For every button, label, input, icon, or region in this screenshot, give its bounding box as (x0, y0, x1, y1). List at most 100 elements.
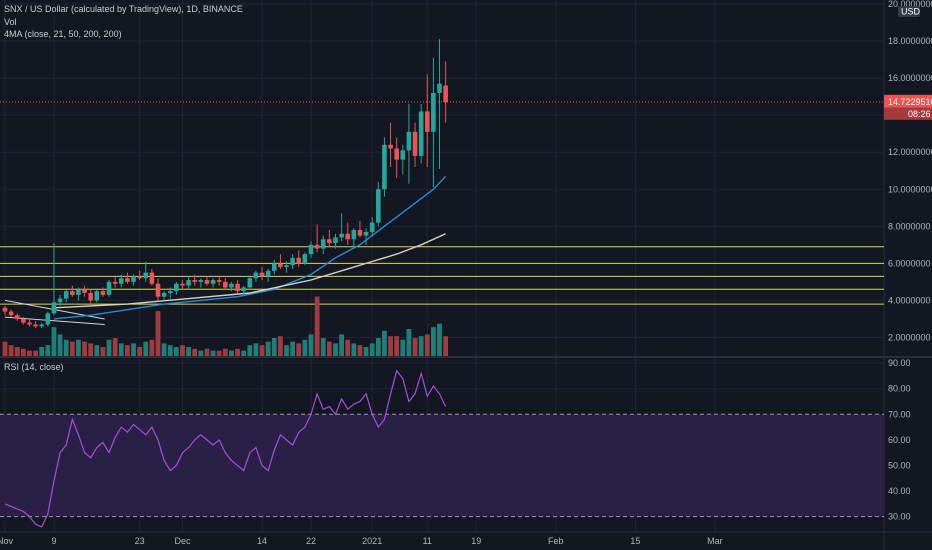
rsi-tick-label: 30.00 (888, 512, 911, 522)
volume-bar (357, 345, 363, 356)
volume-bar (155, 311, 161, 356)
volume-bar (33, 350, 38, 356)
volume-bar (63, 339, 69, 356)
candle-body (247, 278, 253, 288)
time-tick-label: 2021 (362, 536, 382, 546)
volume-legend[interactable]: Vol (4, 17, 21, 27)
price-tick-label: 20.0000000 (888, 0, 932, 9)
candle-body (198, 280, 204, 282)
rsi-legend[interactable]: RSI (14, close) (4, 362, 68, 372)
candle-body (241, 287, 246, 292)
rsi-tick-label: 60.00 (888, 435, 911, 445)
candle-body (369, 222, 375, 232)
ma-21-line (53, 175, 447, 320)
candle-body (253, 272, 259, 279)
volume-bar (259, 345, 265, 356)
candle-body (394, 148, 399, 160)
candle-body (180, 283, 185, 286)
candle-body (339, 233, 344, 238)
candle-body (2, 307, 8, 312)
volume-bar (326, 341, 332, 356)
rsi-label: RSI (14, close) (4, 362, 64, 372)
volume-bar (296, 343, 302, 356)
candle-body (210, 280, 216, 284)
volume-bar (394, 336, 400, 356)
volume-bar (39, 347, 45, 356)
volume-bar (143, 341, 149, 356)
candle-body (412, 131, 418, 156)
volume-bar (400, 339, 406, 356)
volume-bar (167, 345, 173, 356)
candle-body (143, 272, 149, 279)
volume-bar (308, 334, 314, 356)
volume-bar (20, 348, 26, 356)
volume-bar (69, 341, 75, 356)
candle-body (357, 230, 363, 236)
volume-bar (82, 341, 87, 356)
time-axis[interactable]: Nov 9 23 Dec 14 22 2021 11 19 Feb 15 Mar (0, 536, 723, 546)
candle-body (149, 272, 155, 284)
volume-bar (302, 339, 308, 356)
volume-bar (406, 329, 412, 356)
volume-bar (198, 350, 204, 356)
volume-bar (149, 339, 155, 356)
candle-body (229, 283, 234, 288)
candle-body (155, 283, 161, 297)
candle-body (204, 280, 210, 284)
price-axis[interactable]: 20.000000018.000000016.000000014.0000000… (884, 0, 932, 522)
candle-body (296, 257, 302, 264)
candle-body (431, 92, 436, 132)
time-tick-label: 11 (423, 536, 432, 546)
candle-body (112, 281, 118, 284)
volume-bar (51, 327, 57, 356)
volume-bar (265, 341, 271, 356)
candle-body (265, 270, 271, 277)
symbol-legend[interactable]: SNX / US Dollar (calculated by TradingVi… (4, 4, 247, 14)
volume-bar (314, 296, 320, 356)
volume-bar (112, 338, 118, 356)
candle-body (376, 189, 381, 223)
volume-bar (8, 345, 14, 356)
volume-bar (192, 348, 198, 356)
moving-averages (53, 175, 447, 320)
candle-body (70, 291, 75, 295)
candle-body (82, 289, 87, 294)
volume-bar (290, 341, 296, 356)
volume-bar (241, 350, 247, 356)
candle-body (63, 291, 69, 299)
candle-body (161, 293, 167, 297)
ma-50-line (53, 233, 446, 309)
ma-legend[interactable]: 4MA (close, 21, 50, 200, 200) (4, 29, 126, 39)
candle-body (137, 276, 142, 279)
candle-body (388, 144, 393, 149)
candle-body (235, 283, 240, 292)
volume-bar (418, 336, 424, 356)
time-tick-label: 15 (630, 536, 640, 546)
time-tick-label: Mar (707, 536, 723, 546)
volume-bar (186, 347, 191, 356)
time-tick-label: Dec (174, 536, 191, 546)
volume-bar (388, 336, 393, 356)
price-tick-label: 8.0000000 (888, 221, 931, 231)
candle-body (174, 283, 179, 292)
candle-body (259, 272, 265, 277)
countdown-tag (884, 107, 932, 120)
volume-bar (333, 343, 338, 356)
volume-label: Vol (4, 17, 17, 27)
rsi-tick-label: 80.00 (888, 384, 911, 394)
trendline (4, 316, 105, 326)
volume-bar (14, 347, 20, 356)
candle-body (94, 291, 100, 301)
volume-bar (363, 347, 369, 356)
candle-body (125, 278, 130, 282)
candle-body (131, 276, 136, 282)
time-tick-label: 19 (471, 536, 481, 546)
volume-bar (27, 350, 32, 356)
volume-bar (125, 345, 130, 356)
volume-bar (45, 345, 51, 356)
candle-body (21, 318, 26, 323)
candle-body (51, 302, 57, 314)
rsi-tick-label: 70.00 (888, 409, 911, 419)
candle-body (186, 280, 191, 286)
